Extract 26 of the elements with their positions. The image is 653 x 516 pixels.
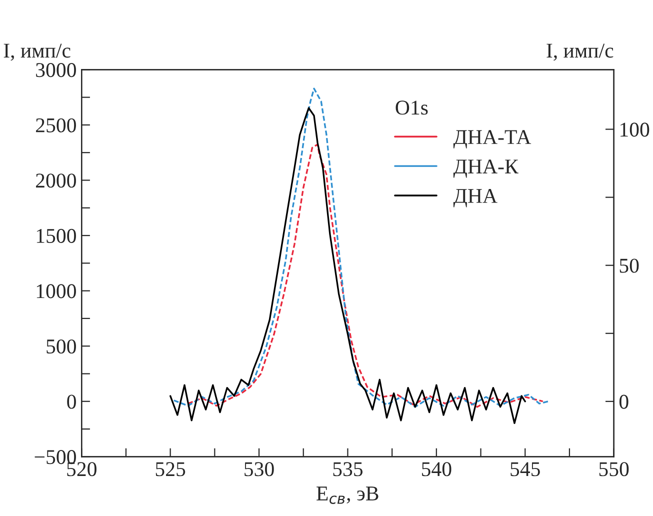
line-series	[173, 88, 550, 408]
y2-tick-label: 100	[620, 122, 650, 137]
y2-tick-label: 0	[619, 394, 628, 409]
y2-tick-label: 50	[620, 258, 639, 273]
legend-label: ДНА	[453, 189, 498, 208]
x-tick-label: 540	[422, 462, 452, 476]
x-tick-label: 530	[244, 462, 274, 476]
y-tick-label: 0	[67, 394, 76, 409]
x-axis-title: E$_{св}$, эВ	[316, 486, 378, 504]
x-tick-label: 545	[510, 462, 540, 476]
x-tick-label: 550	[599, 462, 629, 476]
legend-label: ДНА-ТА	[453, 130, 532, 148]
legend-title: O1s	[396, 100, 428, 115]
x-tick-label: 525	[156, 462, 186, 476]
y-tick-label: −500	[34, 450, 76, 464]
x-tick-label: 520	[67, 462, 96, 476]
y-axis-title: I, имп/с	[4, 44, 70, 61]
legend-label: ДНА-К	[453, 160, 518, 178]
y-tick-label: 1000	[36, 284, 76, 298]
y-tick-label: 2000	[36, 174, 76, 188]
y-tick-label: 2500	[36, 118, 76, 132]
y-tick-label: 3000	[36, 63, 76, 78]
y2-axis-title: I, имп/с	[546, 44, 614, 61]
y-tick-label: 1500	[36, 228, 76, 243]
x-tick-label: 535	[333, 462, 363, 476]
y-tick-label: 500	[46, 339, 76, 354]
